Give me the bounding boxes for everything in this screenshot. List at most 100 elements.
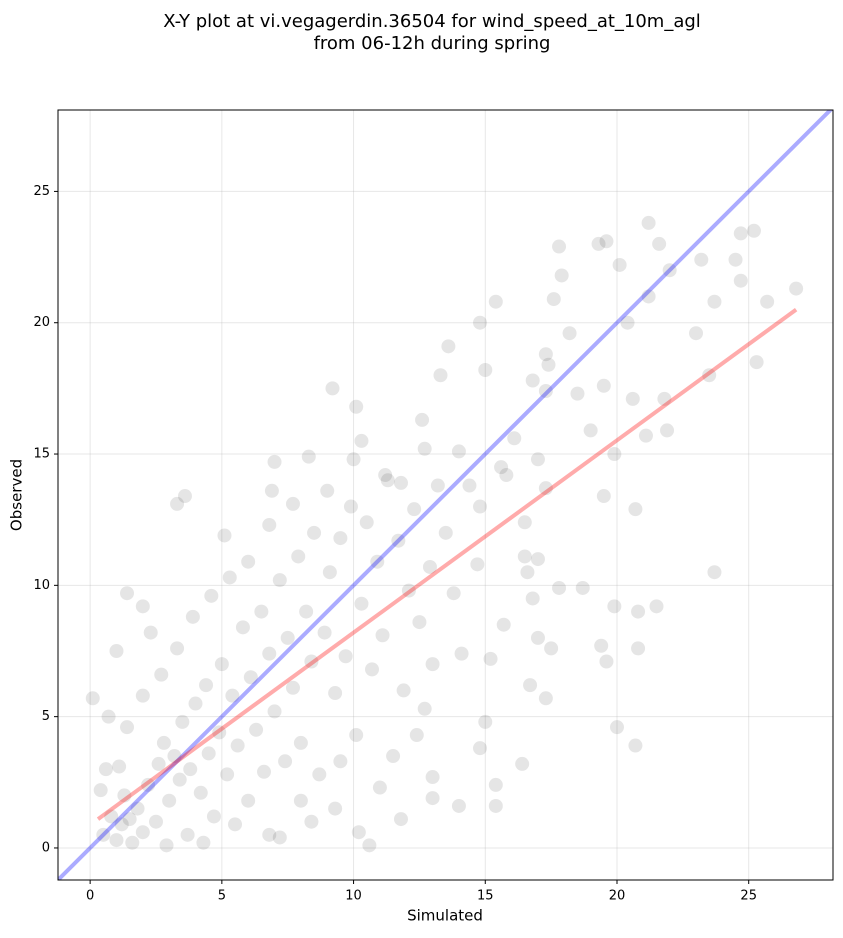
point — [338, 649, 353, 664]
point — [733, 226, 748, 241]
point — [180, 827, 195, 842]
point — [262, 827, 277, 842]
point — [349, 399, 364, 414]
point — [370, 554, 385, 569]
point — [530, 552, 545, 567]
point — [488, 777, 503, 792]
x-tick-label: 15 — [477, 889, 494, 904]
point — [85, 691, 100, 706]
point — [243, 670, 258, 685]
point — [322, 565, 337, 580]
point — [114, 817, 129, 832]
point — [425, 770, 440, 785]
point — [494, 460, 509, 475]
fit-line — [96, 307, 798, 821]
point — [438, 525, 453, 540]
point — [328, 686, 343, 701]
point — [354, 433, 369, 448]
point — [599, 234, 614, 249]
point — [272, 830, 287, 845]
point — [222, 570, 237, 585]
point — [473, 315, 488, 330]
point — [525, 373, 540, 388]
point — [109, 643, 124, 658]
point — [591, 236, 606, 251]
point — [625, 391, 640, 406]
point — [109, 833, 124, 848]
point — [320, 483, 335, 498]
point — [117, 788, 132, 803]
point — [148, 814, 163, 829]
point — [609, 720, 624, 735]
point — [401, 583, 416, 598]
point — [328, 801, 343, 816]
x-axis-label: Simulated — [407, 907, 483, 925]
point — [183, 762, 198, 777]
point — [307, 525, 322, 540]
point — [343, 499, 358, 514]
point — [520, 565, 535, 580]
point — [488, 294, 503, 309]
point — [628, 738, 643, 753]
point — [552, 580, 567, 595]
point — [256, 764, 271, 779]
point — [262, 517, 277, 532]
point — [707, 294, 722, 309]
point — [638, 428, 653, 443]
point — [299, 604, 314, 619]
x-tick-label: 25 — [740, 889, 757, 904]
point — [546, 292, 561, 307]
point — [470, 557, 485, 572]
y-tick-label: 20 — [33, 315, 50, 330]
point — [217, 528, 232, 543]
point — [707, 565, 722, 580]
point — [188, 696, 203, 711]
point — [612, 257, 627, 272]
point — [120, 720, 135, 735]
point — [517, 549, 532, 564]
point — [267, 704, 282, 719]
point — [241, 793, 256, 808]
point — [175, 714, 190, 729]
point — [657, 391, 672, 406]
point — [689, 326, 704, 341]
point — [599, 654, 614, 669]
point — [544, 641, 559, 656]
point — [462, 478, 477, 493]
point — [478, 362, 493, 377]
point — [649, 599, 664, 614]
point — [141, 777, 156, 792]
point — [473, 499, 488, 514]
point — [538, 481, 553, 496]
point — [346, 452, 361, 467]
point — [393, 812, 408, 827]
point — [660, 423, 675, 438]
point — [206, 809, 221, 824]
point — [304, 814, 319, 829]
point — [201, 746, 216, 761]
point — [372, 780, 387, 795]
point — [267, 454, 282, 469]
point — [228, 817, 243, 832]
point — [530, 630, 545, 645]
point — [135, 825, 150, 840]
point — [541, 357, 556, 372]
x-tick-label: 10 — [345, 889, 362, 904]
point — [417, 441, 432, 456]
point — [159, 838, 174, 853]
x-tick-label: 5 — [218, 889, 226, 904]
point — [412, 615, 427, 630]
point — [552, 239, 567, 254]
point — [628, 502, 643, 517]
point — [393, 475, 408, 490]
point — [151, 756, 166, 771]
point — [483, 651, 498, 666]
point — [333, 531, 348, 546]
point — [93, 783, 108, 798]
point — [293, 793, 308, 808]
point — [278, 754, 293, 769]
y-tick-label: 5 — [42, 709, 50, 724]
point — [325, 381, 340, 396]
point — [507, 431, 522, 446]
point — [386, 749, 401, 764]
